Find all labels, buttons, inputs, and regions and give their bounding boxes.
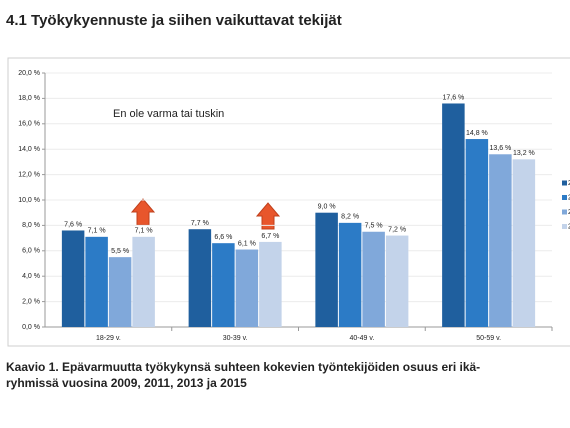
value-label: 13,2 % [513, 150, 535, 157]
chart-title: 4.1 Työkykyennuste ja siihen vaikuttavat… [6, 12, 342, 29]
value-label: 7,5 % [365, 223, 383, 230]
bar [61, 230, 85, 327]
value-label: 17,6 % [442, 94, 464, 101]
value-label: 8,2 % [341, 214, 359, 221]
value-label: 6,7 % [261, 233, 279, 240]
chart-frame [7, 57, 570, 347]
bar [489, 154, 512, 327]
value-label: 7,2 % [388, 226, 406, 233]
value-label: 7,7 % [191, 220, 209, 227]
legend-label: 2015 [568, 223, 570, 230]
y-tick-label: 20,0 % [18, 70, 40, 77]
bar [132, 236, 155, 327]
bar [442, 103, 465, 327]
bar [108, 257, 132, 327]
x-tick-label: 30-39 v. [223, 335, 248, 342]
bar [85, 236, 108, 327]
bar [212, 243, 235, 327]
y-tick-label: 10,0 % [18, 197, 40, 204]
x-tick-label: 50-59 v. [476, 335, 501, 342]
legend-marker [562, 180, 567, 186]
y-tick-label: 14,0 % [18, 146, 40, 153]
arrow [255, 202, 281, 230]
caption: Kaavio 1. Epävarmuutta työkykynsä suhtee… [6, 360, 480, 374]
bar [385, 235, 409, 327]
value-label: 5,5 % [111, 248, 129, 255]
legend-marker [562, 209, 567, 215]
bar [362, 231, 385, 327]
legend-marker [562, 195, 567, 200]
bar [338, 222, 362, 327]
y-tick-label: 16,0 % [18, 121, 40, 128]
y-tick-label: 6,0 % [22, 248, 40, 255]
y-tick-label: 8,0 % [22, 222, 40, 229]
value-label: 9,0 % [318, 204, 336, 211]
value-label: 14,8 % [466, 130, 488, 137]
bar [315, 212, 338, 327]
x-tick-label: 18-29 v. [96, 335, 121, 342]
y-tick-label: 0,0 % [22, 324, 40, 331]
legend-marker [562, 224, 567, 229]
bar [188, 229, 212, 327]
caption: ryhmissä vuosina 2009, 2011, 2013 ja 201… [6, 376, 247, 390]
y-tick-label: 12,0 % [18, 171, 40, 178]
value-label: 6,6 % [214, 234, 232, 241]
legend-label: 2011 [568, 194, 570, 201]
value-label: 7,1 % [88, 228, 106, 235]
value-label: 6,1 % [238, 240, 256, 247]
bar [465, 139, 489, 327]
bar [259, 241, 282, 327]
legend-label: 2009 [568, 180, 570, 187]
value-label: 7,6 % [64, 221, 82, 228]
legend-label: 2013 [568, 209, 570, 216]
value-label: 13,6 % [489, 145, 511, 152]
bar [235, 249, 259, 327]
y-tick-label: 4,0 % [22, 273, 40, 280]
arrow [130, 198, 156, 226]
y-tick-label: 2,0 % [22, 298, 40, 305]
x-tick-label: 40-49 v. [349, 335, 374, 342]
bar [512, 159, 536, 327]
annotation: En ole varma tai tuskin [113, 108, 224, 120]
value-label: 7,1 % [135, 228, 153, 235]
y-tick-label: 18,0 % [18, 95, 40, 102]
